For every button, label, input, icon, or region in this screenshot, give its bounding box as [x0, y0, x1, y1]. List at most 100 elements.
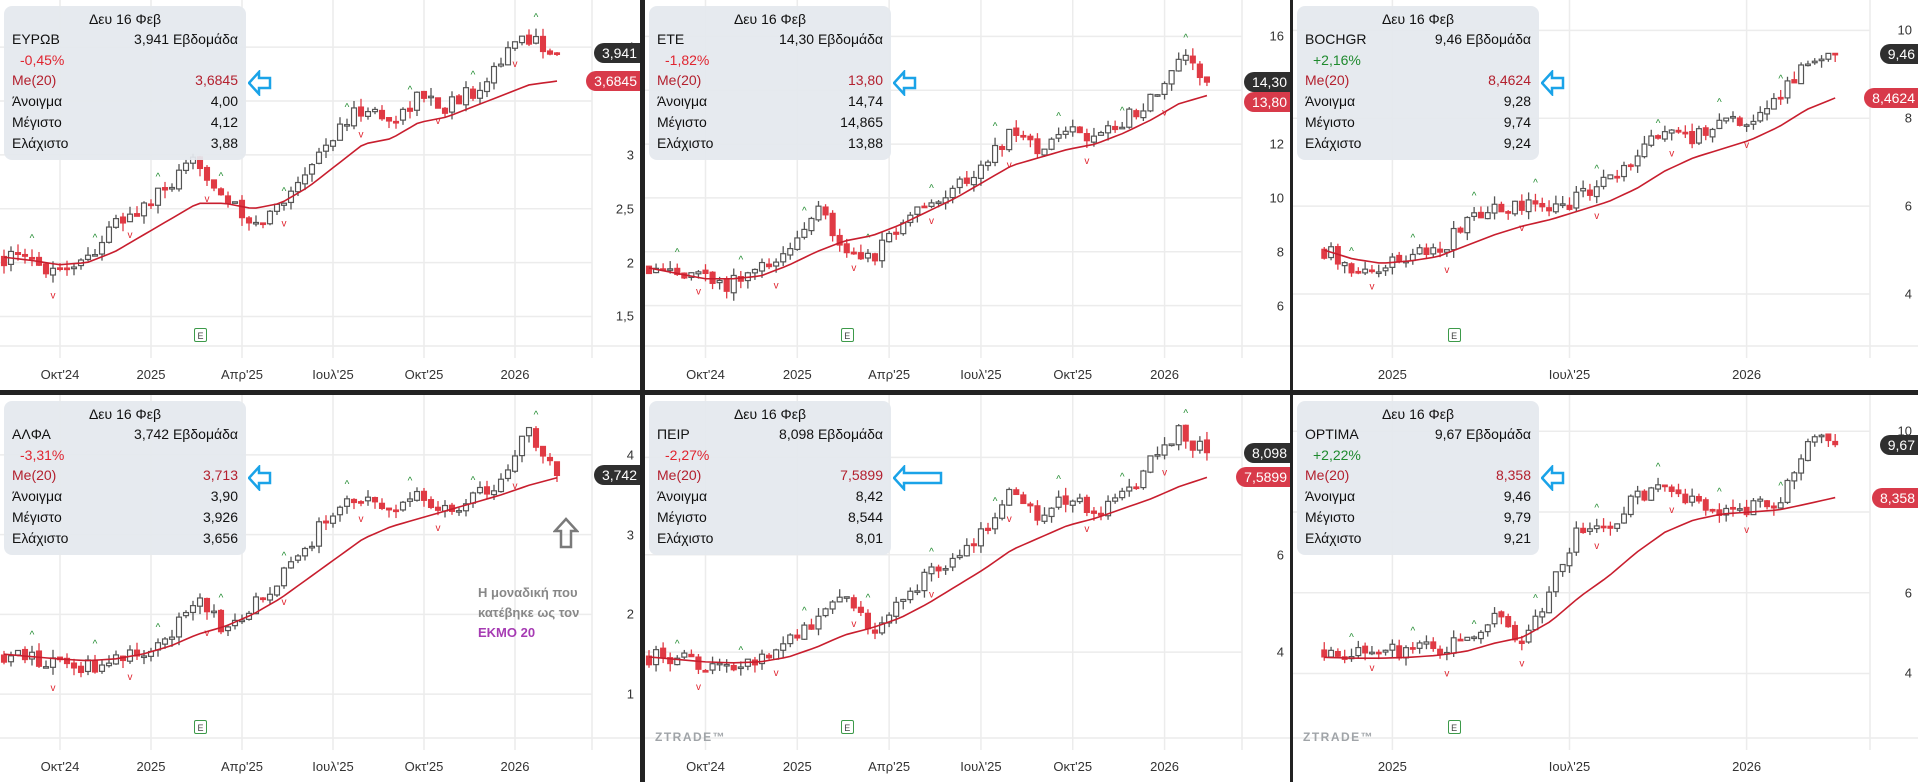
trough-marker: v	[774, 281, 779, 292]
candle-body	[483, 81, 491, 93]
y-tick-label: 3	[626, 147, 634, 163]
candle-body	[1661, 131, 1668, 140]
candle	[1140, 469, 1147, 490]
trough-marker: v	[1369, 663, 1374, 674]
earnings-icon[interactable]: E	[194, 328, 207, 342]
candle-body	[702, 269, 709, 274]
candle	[928, 199, 935, 209]
candle-body	[850, 597, 857, 609]
ema20-line	[3, 476, 558, 662]
ma-price-tag: 8,4624	[1864, 87, 1918, 108]
candle	[245, 215, 253, 231]
candle	[900, 598, 907, 610]
candle-body	[392, 509, 400, 513]
candle	[1034, 500, 1041, 526]
candle	[378, 105, 386, 121]
open-value: 9,46	[1503, 488, 1531, 504]
candle	[1661, 484, 1668, 492]
candle-body	[1525, 629, 1532, 643]
candle-body	[843, 596, 850, 599]
candle-body	[399, 108, 407, 121]
candle	[1034, 133, 1041, 159]
peak-marker: ^	[219, 171, 224, 182]
peak-marker: ^	[738, 255, 743, 266]
candle-body	[1375, 271, 1382, 275]
candlestick-plot[interactable]: ^ v ^ v ^ v ^ ^ v ^ v ^ v ^ v ^	[645, 0, 1290, 390]
candle-body	[1133, 110, 1140, 118]
candle-body	[1464, 216, 1471, 234]
high-label: Μέγιστο	[1305, 114, 1355, 130]
chart-panel-2[interactable]: ^ v ^ v ^ v ^ ^ v ^ v ^ v ^ Δευ 16 Φεβ BOCHGR 9,46 Εβδ…	[1293, 0, 1918, 390]
candle	[1580, 180, 1587, 198]
candle	[1140, 103, 1147, 121]
chart-panel-0[interactable]: ^ v ^ v ^ v ^ ^ v ^ v ^ v ^ v ^ Δευ 16 Φεβ ΕΥΡΩΒ 3,941 Ε…	[0, 0, 640, 390]
open-value: 9,28	[1503, 93, 1531, 109]
peak-marker: ^	[993, 497, 998, 508]
candle-body	[758, 653, 766, 665]
y-tick-label: 6	[1904, 585, 1912, 601]
trough-marker: v	[1007, 160, 1012, 171]
candle	[1832, 434, 1839, 448]
candlestick-plot[interactable]: ^ v ^ v ^ v ^ ^ v ^ v ^ v ^	[1293, 395, 1918, 782]
chart-panel-3[interactable]: ^ v ^ v ^ v ^ ^ v ^ v ^ v ^ v ^ Δευ 16 Φεβ ΑΛΦΑ 3,742 Εβ…	[0, 395, 640, 782]
candle	[1355, 640, 1362, 658]
candle-body	[695, 656, 702, 670]
candle	[119, 212, 127, 232]
candle-body	[546, 50, 554, 55]
candle-body	[476, 486, 484, 494]
candle-body	[1334, 650, 1341, 657]
earnings-icon[interactable]: E	[1447, 720, 1461, 734]
earnings-icon[interactable]: E	[840, 720, 854, 734]
candle	[1532, 193, 1539, 212]
candle-body	[532, 35, 540, 44]
candle	[329, 512, 337, 528]
candle-body	[266, 210, 274, 225]
chart-panel-4[interactable]: ^ v ^ v ^ v ^ ^ v ^ v ^ v ^ v ^ Δευ 16 Φεβ ΠΕΙΡ 8,098 Εβ…	[645, 395, 1290, 782]
x-tick-label: 2025	[782, 367, 812, 382]
earnings-icon[interactable]: E	[1447, 328, 1461, 342]
candle	[956, 549, 963, 560]
candle	[525, 426, 533, 443]
candle-body	[294, 555, 302, 561]
candle-body	[1375, 651, 1382, 655]
trough-marker: v	[359, 514, 364, 525]
candle	[1709, 508, 1716, 514]
candle	[1112, 120, 1119, 133]
candle	[308, 163, 316, 182]
chart-panel-5[interactable]: ^ v ^ v ^ v ^ ^ v ^ v ^ v ^ Δευ 16 Φεβ OPTIMA 9,67 Εβδ…	[1293, 395, 1918, 782]
candle-body	[1539, 611, 1546, 618]
candle	[133, 206, 141, 217]
candle	[1621, 161, 1627, 182]
x-tick-label: 2025	[782, 759, 812, 774]
low-value: 3,656	[202, 530, 238, 546]
peak-marker: ^	[802, 206, 807, 217]
candle-body	[1382, 267, 1389, 272]
candle-body	[1689, 130, 1696, 145]
candle-body	[864, 252, 872, 259]
y-tick-label: 10	[1897, 22, 1912, 38]
candle-body	[490, 490, 498, 496]
candle	[553, 461, 561, 483]
chart-panel-1[interactable]: ^ v ^ v ^ v ^ ^ v ^ v ^ v ^ v ^ Δευ 16 Φεβ ΕΤΕ 14,30 Εβδ…	[645, 0, 1290, 390]
change-percent: -2,27%	[665, 447, 710, 463]
candle-body	[413, 490, 421, 501]
earnings-icon[interactable]: E	[194, 720, 207, 734]
candle	[1791, 471, 1798, 490]
earnings-icon[interactable]: E	[840, 328, 854, 342]
candle	[483, 77, 491, 98]
peak-marker: ^	[1717, 487, 1722, 498]
candle	[511, 450, 519, 474]
candlestick-plot[interactable]: ^ v ^ v ^ v ^ ^ v ^ v ^ v ^	[1293, 0, 1918, 390]
candle-body	[1041, 148, 1048, 156]
candle	[1464, 216, 1471, 241]
candle	[1097, 130, 1105, 136]
candle-body	[1403, 647, 1409, 659]
x-tick-label: Ιουλ'25	[1548, 367, 1591, 382]
trough-marker: v	[1084, 524, 1089, 535]
candlestick-plot[interactable]: ^ v ^ v ^ v ^ ^ v ^ v ^ v ^ v ^	[0, 395, 640, 782]
open-label: Άνοιγμα	[657, 93, 708, 109]
candle-body	[1498, 203, 1505, 213]
candle-body	[1498, 611, 1505, 618]
candle	[935, 564, 942, 578]
candle	[871, 252, 879, 266]
